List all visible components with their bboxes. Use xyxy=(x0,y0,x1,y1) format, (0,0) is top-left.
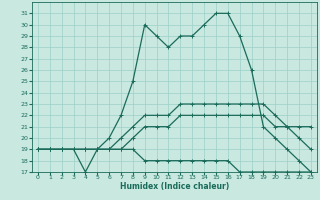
X-axis label: Humidex (Indice chaleur): Humidex (Indice chaleur) xyxy=(120,182,229,191)
